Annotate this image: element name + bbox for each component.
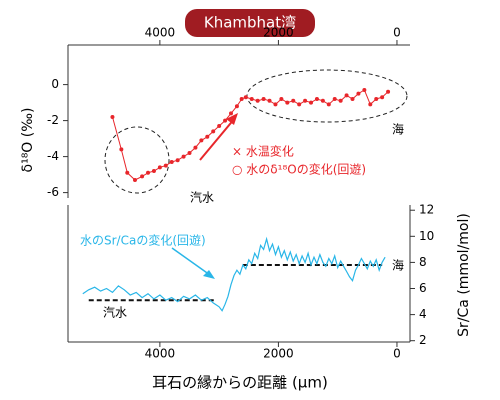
point bbox=[303, 98, 308, 103]
title-badge bbox=[185, 9, 315, 37]
arrow-head bbox=[226, 113, 238, 125]
annotation: 汽水 bbox=[103, 305, 127, 320]
point bbox=[217, 124, 222, 128]
y-tick-label: -6 bbox=[47, 185, 59, 199]
annotation: 海 bbox=[392, 258, 404, 273]
point bbox=[326, 102, 331, 107]
y-tick-label: 0 bbox=[51, 77, 59, 91]
y-tick-label: 4 bbox=[419, 307, 427, 321]
annotation: × 水温変化 bbox=[232, 144, 294, 159]
point bbox=[338, 98, 343, 103]
point bbox=[380, 95, 385, 100]
point bbox=[181, 154, 186, 159]
point bbox=[320, 98, 325, 103]
point bbox=[234, 104, 239, 109]
point bbox=[368, 102, 373, 107]
annotation: ○ 水のδ¹⁸Oの変化(回遊) bbox=[232, 162, 366, 177]
point bbox=[163, 163, 168, 168]
x-tick-label: 0 bbox=[393, 347, 401, 361]
arrow bbox=[199, 117, 236, 161]
y-tick-label: 2 bbox=[419, 333, 427, 347]
point bbox=[119, 147, 124, 152]
y-tick-label: 8 bbox=[419, 255, 427, 269]
point bbox=[332, 97, 337, 101]
point bbox=[249, 97, 254, 101]
point bbox=[157, 165, 162, 170]
y-axis-label: δ¹⁸O (‰) bbox=[20, 108, 36, 173]
point bbox=[297, 102, 302, 107]
x-tick-label: 4000 bbox=[145, 26, 176, 40]
point bbox=[291, 98, 296, 103]
point bbox=[285, 100, 290, 105]
y-tick-label: -2 bbox=[47, 113, 59, 127]
x-tick-label: 2000 bbox=[263, 347, 294, 361]
annotation: 汽水 bbox=[190, 190, 214, 205]
point bbox=[362, 88, 367, 92]
point bbox=[146, 170, 151, 175]
point bbox=[132, 178, 137, 182]
y-tick-label: -4 bbox=[47, 149, 59, 163]
point bbox=[309, 100, 314, 105]
series-line bbox=[82, 236, 386, 312]
annotation: 海 bbox=[392, 122, 404, 137]
point bbox=[223, 118, 228, 123]
point bbox=[193, 145, 198, 150]
point bbox=[110, 115, 115, 119]
chart-title: Khambhat湾 bbox=[204, 14, 296, 32]
annotation: 水のSr/Caの変化(回遊) bbox=[80, 233, 206, 248]
point bbox=[344, 93, 349, 98]
y-tick-label: 12 bbox=[419, 203, 434, 217]
point bbox=[374, 97, 379, 101]
brackish-ellipse bbox=[104, 126, 170, 194]
x-axis-label: 耳石の縁からの距離 (µm) bbox=[152, 374, 328, 392]
point bbox=[356, 91, 361, 96]
point bbox=[169, 160, 174, 164]
point bbox=[314, 97, 319, 101]
point bbox=[228, 111, 233, 116]
x-tick-label: 4000 bbox=[145, 347, 176, 361]
point bbox=[267, 98, 272, 103]
point bbox=[255, 98, 260, 103]
point bbox=[205, 134, 210, 139]
point bbox=[273, 102, 278, 107]
point bbox=[199, 138, 204, 143]
y-axis-label: Sr/Ca (mmol/mol) bbox=[456, 213, 472, 337]
arrow bbox=[171, 247, 211, 276]
y-tick-label: 10 bbox=[419, 229, 434, 243]
point bbox=[140, 174, 145, 179]
y-tick-label: 6 bbox=[419, 281, 427, 295]
point bbox=[279, 97, 284, 101]
point bbox=[243, 95, 248, 100]
x-tick-label: 2000 bbox=[263, 26, 294, 40]
x-tick-label: 0 bbox=[393, 26, 401, 40]
point bbox=[187, 151, 192, 155]
point bbox=[211, 129, 216, 134]
arrow-head bbox=[203, 270, 215, 279]
point bbox=[386, 89, 391, 94]
point bbox=[261, 97, 266, 101]
point bbox=[175, 158, 180, 163]
point bbox=[350, 97, 355, 101]
point bbox=[239, 97, 244, 101]
point bbox=[125, 170, 130, 175]
point bbox=[151, 169, 156, 173]
